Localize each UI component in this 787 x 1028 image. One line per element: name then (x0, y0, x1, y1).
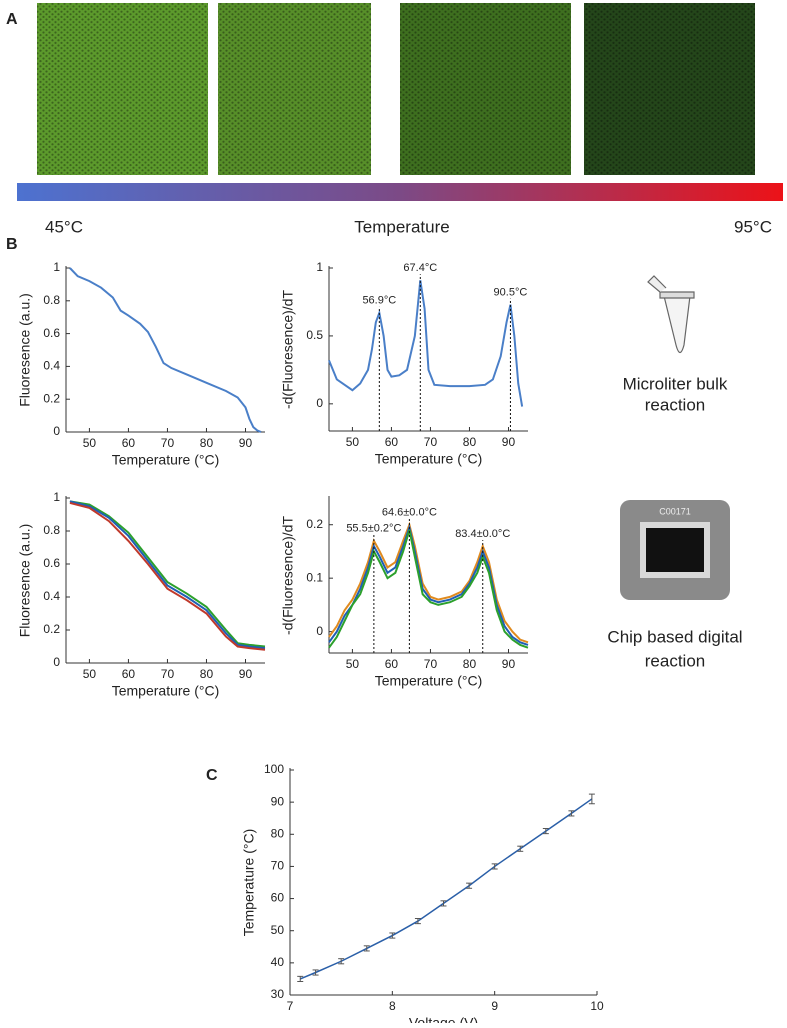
x-tick-label: 50 (83, 667, 97, 681)
y-tick-label: 0 (53, 655, 60, 669)
x-axis-label: Temperature (°C) (375, 673, 483, 689)
x-tick-label: 90 (502, 657, 516, 671)
y-axis-label: -d(Fluoresence)/dT (280, 516, 296, 635)
y-tick-label: 80 (271, 826, 285, 840)
y-tick-label: 0.2 (306, 517, 323, 531)
x-tick-label: 50 (346, 435, 360, 449)
y-tick-label: 1 (53, 490, 60, 504)
y-tick-label: 0.5 (306, 328, 323, 342)
y-tick-label: 0 (316, 396, 323, 410)
panel-label: C (206, 767, 218, 784)
chip-photo: C00171 (620, 500, 730, 600)
y-tick-label: 40 (271, 955, 285, 969)
x-tick-label: 70 (161, 667, 175, 681)
chip-wells (400, 3, 571, 175)
y-tick-label: 0.4 (43, 359, 60, 373)
x-tick-label: 60 (385, 435, 399, 449)
series-line (69, 267, 262, 433)
y-tick-label: 70 (271, 859, 285, 873)
y-tick-label: 0 (53, 424, 60, 438)
panel-label: B (6, 236, 18, 253)
y-tick-label: 60 (271, 891, 285, 905)
x-tick-label: 60 (122, 667, 136, 681)
panel-label: A (6, 11, 18, 28)
x-tick-label: 50 (346, 657, 360, 671)
x-tick-label: 90 (239, 436, 253, 450)
y-tick-label: 0.8 (43, 293, 60, 307)
caption: Chip based digital (607, 627, 742, 646)
x-tick-label: 80 (200, 436, 214, 450)
x-tick-label: 70 (424, 657, 438, 671)
x-tick-label: 9 (491, 999, 498, 1013)
caption: reaction (645, 651, 705, 670)
x-tick-label: 90 (239, 667, 253, 681)
scale-min: 45°C (45, 217, 83, 236)
y-tick-label: 1 (53, 260, 60, 274)
scale-max: 95°C (734, 217, 772, 236)
scale-label: Temperature (354, 217, 449, 236)
y-axis-label: Fluoresence (a.u.) (17, 524, 33, 638)
y-tick-label: 0.6 (43, 326, 60, 340)
y-axis-label: Temperature (°C) (241, 829, 257, 937)
x-tick-label: 70 (424, 435, 438, 449)
tube-icon (647, 275, 695, 354)
temperature-gradient (17, 183, 783, 201)
y-axis-label: Fluoresence (a.u.) (17, 293, 33, 407)
y-tick-label: 50 (271, 923, 285, 937)
chip-wells (37, 3, 208, 175)
x-tick-label: 80 (463, 657, 477, 671)
annotation-label: 90.5°C (494, 287, 528, 299)
annotation-label: 55.5±0.2°C (346, 523, 401, 535)
series-line (299, 798, 593, 980)
caption: Microliter bulk (623, 374, 728, 393)
y-tick-label: 0.2 (43, 391, 60, 405)
x-tick-label: 60 (385, 657, 399, 671)
x-tick-label: 8 (389, 999, 396, 1013)
x-tick-label: 7 (287, 999, 294, 1013)
x-tick-label: 10 (590, 999, 604, 1013)
y-tick-label: 0.1 (306, 570, 323, 584)
x-axis-label: Temperature (°C) (375, 451, 483, 467)
x-axis-label: Temperature (°C) (112, 683, 220, 699)
x-tick-label: 60 (122, 436, 136, 450)
series-line (69, 500, 266, 650)
y-tick-label: 1 (316, 260, 323, 274)
annotation-label: 56.9°C (362, 295, 396, 307)
x-tick-label: 90 (502, 435, 516, 449)
x-axis-label: Temperature (°C) (112, 452, 220, 468)
series-line (69, 500, 266, 648)
x-tick-label: 80 (463, 435, 477, 449)
series-line (328, 280, 524, 407)
series-line (328, 523, 529, 646)
caption: reaction (645, 395, 705, 414)
series-line (328, 521, 529, 644)
x-axis-label: Voltage (V) (409, 1015, 478, 1023)
series-line (328, 529, 529, 649)
x-tick-label: 50 (83, 436, 97, 450)
y-tick-label: 0.6 (43, 556, 60, 570)
y-tick-label: 30 (271, 987, 285, 1001)
y-tick-label: 0.4 (43, 589, 60, 603)
x-tick-label: 70 (161, 436, 175, 450)
y-axis-label: -d(Fluoresence)/dT (280, 290, 296, 409)
y-tick-label: 0.2 (43, 622, 60, 636)
chip-images (37, 3, 755, 175)
y-tick-label: 90 (271, 794, 285, 808)
y-tick-label: 100 (264, 762, 284, 776)
chip-wells (218, 3, 371, 175)
x-tick-label: 80 (200, 667, 214, 681)
y-tick-label: 0 (316, 624, 323, 638)
annotation-label: 67.4°C (403, 262, 437, 274)
y-tick-label: 0.8 (43, 523, 60, 537)
annotation-label: 83.4±0.0°C (455, 528, 510, 540)
series-line (69, 501, 266, 651)
chip-wells (584, 3, 755, 175)
annotation-label: 64.6±0.0°C (382, 507, 437, 519)
chip-label: C00171 (659, 506, 691, 516)
